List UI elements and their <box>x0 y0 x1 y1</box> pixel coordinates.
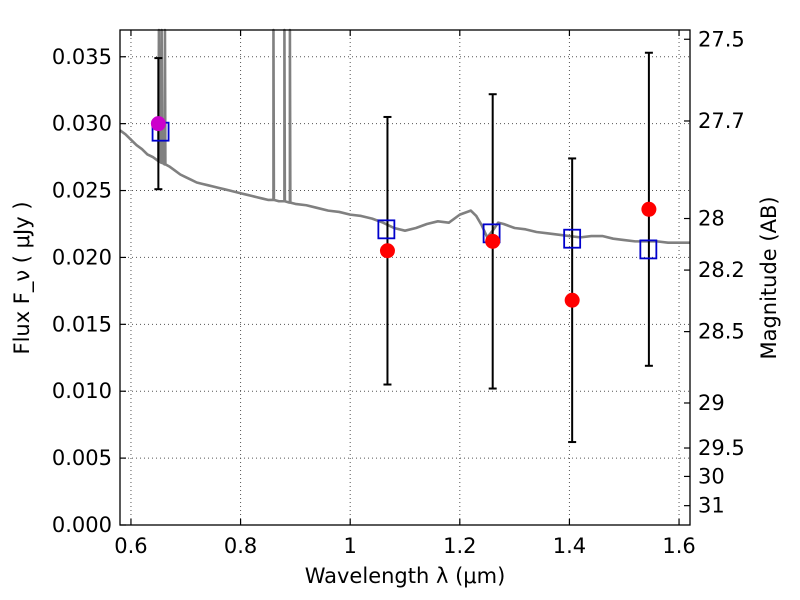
model-photometry-point <box>639 239 658 260</box>
y2-tick-label: 29.5 <box>698 436 745 460</box>
y2-tick-label: 28 <box>698 207 725 231</box>
spectrum-series <box>119 28 690 245</box>
y-tick-label: 0.010 <box>52 379 112 403</box>
grid <box>120 30 690 525</box>
x-tick-label: 1.6 <box>662 534 695 558</box>
y-tick-label: 0.030 <box>52 112 112 136</box>
y-tick-label: 0.020 <box>52 245 112 269</box>
model-photometry-point <box>563 228 582 249</box>
y-axis-label: Flux F_ν ( μJy ) <box>10 201 35 354</box>
y-tick-label: 0.035 <box>52 45 112 69</box>
x-tick-label: 1.2 <box>443 534 476 558</box>
x-tick-label: 0.8 <box>224 534 257 558</box>
x-axis: 0.6 0.8 1 1.2 1.4 1.6 <box>114 30 696 558</box>
y2-tick-label: 27.5 <box>698 27 745 51</box>
y2-tick-label: 31 <box>698 494 725 518</box>
y2-tick-label: 27.7 <box>698 109 745 133</box>
observed-flux-point <box>641 201 657 217</box>
y-tick-label: 0.000 <box>52 513 112 537</box>
plot-frame <box>119 29 691 526</box>
observed-flux-point <box>150 116 166 132</box>
x-tick-label: 1 <box>344 534 357 558</box>
y2-axis: 27.5 27.7 28 28.2 28.5 29 29.5 30 31 <box>684 27 745 518</box>
y2-tick-label: 30 <box>698 464 725 488</box>
y-tick-label: 0.005 <box>52 446 112 470</box>
observed-flux-point <box>379 243 395 259</box>
x-axis-label: Wavelength λ (μm) <box>305 564 506 588</box>
observed-flux-point <box>485 233 501 249</box>
y-axis: 0.000 0.005 0.010 0.015 0.020 0.025 0.030 0.035 <box>52 45 126 537</box>
x-tick-label: 1.4 <box>553 534 586 558</box>
y-tick-label: 0.025 <box>52 179 112 203</box>
spectrum-line <box>119 28 690 245</box>
x-tick-label: 0.6 <box>114 534 147 558</box>
y2-axis-label: Magnitude (AB) <box>757 196 781 359</box>
y2-tick-label: 28.2 <box>698 258 745 282</box>
y2-tick-label: 29 <box>698 391 725 415</box>
model-photometry-point <box>377 219 396 240</box>
observed-flux-series <box>150 116 657 308</box>
observed-flux-point <box>564 292 580 308</box>
y2-tick-label: 28.5 <box>698 320 745 344</box>
y-tick-label: 0.015 <box>52 312 112 336</box>
